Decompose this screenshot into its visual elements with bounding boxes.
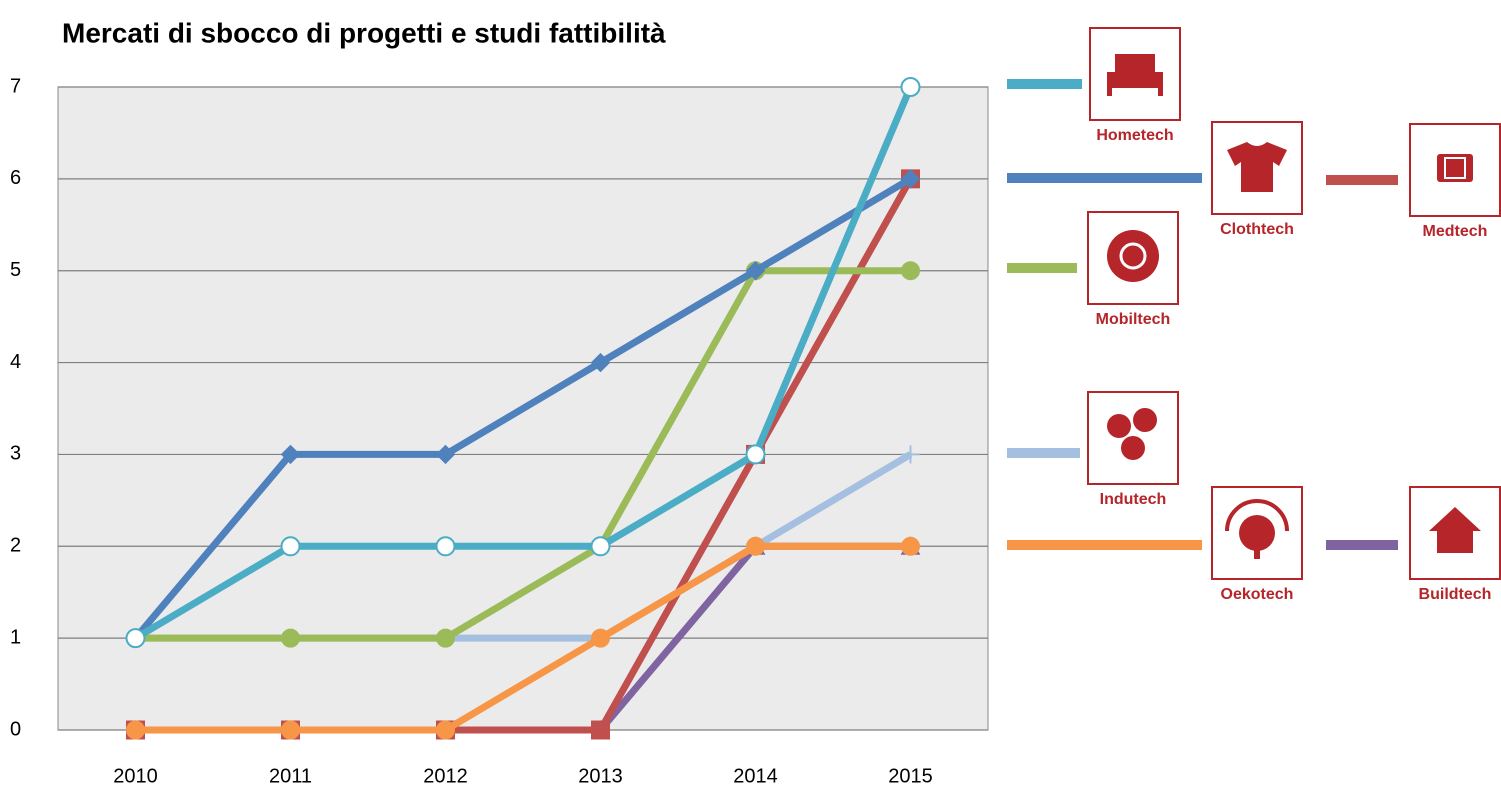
y-tick-label: 2	[10, 535, 21, 557]
icon-glyph	[1227, 142, 1287, 192]
legend-label: Medtech	[1423, 223, 1488, 240]
icon-glyph	[1107, 414, 1131, 438]
y-tick-label: 6	[10, 167, 21, 189]
x-tick-label: 2011	[269, 765, 312, 787]
icon-glyph	[1107, 72, 1163, 88]
icon-glyph	[1107, 230, 1159, 282]
legend-label: Hometech	[1096, 127, 1173, 144]
icon-glyph	[1158, 88, 1163, 96]
marker	[590, 536, 611, 557]
series-line	[132, 175, 913, 641]
icon-glyph	[1115, 54, 1155, 76]
icon-glyph	[1429, 507, 1481, 553]
icon-glyph	[1239, 515, 1275, 551]
y-tick-label: 0	[10, 718, 21, 740]
legend-label: Clothtech	[1220, 221, 1294, 238]
icon-glyph	[1133, 408, 1157, 432]
icon-glyph	[1119, 242, 1147, 270]
icon-glyph	[1225, 499, 1289, 532]
chart-title: Mercati di sbocco di progetti e studi fa…	[62, 17, 666, 48]
marker	[745, 444, 766, 465]
y-tick-label: 3	[10, 443, 21, 465]
x-tick-label: 2010	[113, 765, 158, 787]
marker	[435, 444, 456, 465]
legend-label: Oekotech	[1221, 586, 1294, 603]
y-tick-label: 7	[10, 75, 21, 97]
y-tick-label: 1	[10, 626, 21, 648]
marker	[591, 628, 610, 648]
marker	[745, 261, 766, 281]
marker	[436, 720, 455, 740]
icon-glyph	[1444, 157, 1466, 179]
icon-glyph	[1121, 436, 1145, 460]
x-tick-label: 2014	[733, 765, 778, 787]
legend-label: Indutech	[1100, 491, 1167, 508]
x-tick-label: 2015	[888, 765, 933, 787]
marker	[591, 720, 610, 740]
marker	[900, 77, 921, 97]
marker	[126, 720, 145, 740]
marker	[435, 536, 456, 557]
marker	[746, 536, 765, 556]
x-tick-label: 2013	[578, 765, 623, 787]
y-tick-label: 5	[10, 259, 21, 281]
marker	[280, 444, 301, 465]
marker	[590, 352, 611, 373]
legend-label: Mobiltech	[1096, 311, 1171, 328]
marker	[125, 628, 146, 649]
legend-icon	[1211, 121, 1303, 215]
marker	[901, 536, 920, 556]
marker	[900, 169, 921, 189]
marker	[436, 628, 455, 648]
series-line	[133, 85, 914, 642]
marker	[901, 445, 920, 464]
legend-label: Buildtech	[1419, 586, 1492, 603]
series-line	[135, 267, 911, 642]
marker	[281, 628, 300, 648]
y-tick-label: 4	[10, 351, 21, 373]
icon-glyph	[1254, 545, 1260, 559]
marker	[281, 720, 300, 740]
x-tick-label: 2012	[423, 765, 468, 787]
marker	[280, 536, 301, 557]
icon-glyph	[1107, 88, 1112, 96]
marker	[901, 261, 920, 281]
series-line	[135, 542, 911, 734]
